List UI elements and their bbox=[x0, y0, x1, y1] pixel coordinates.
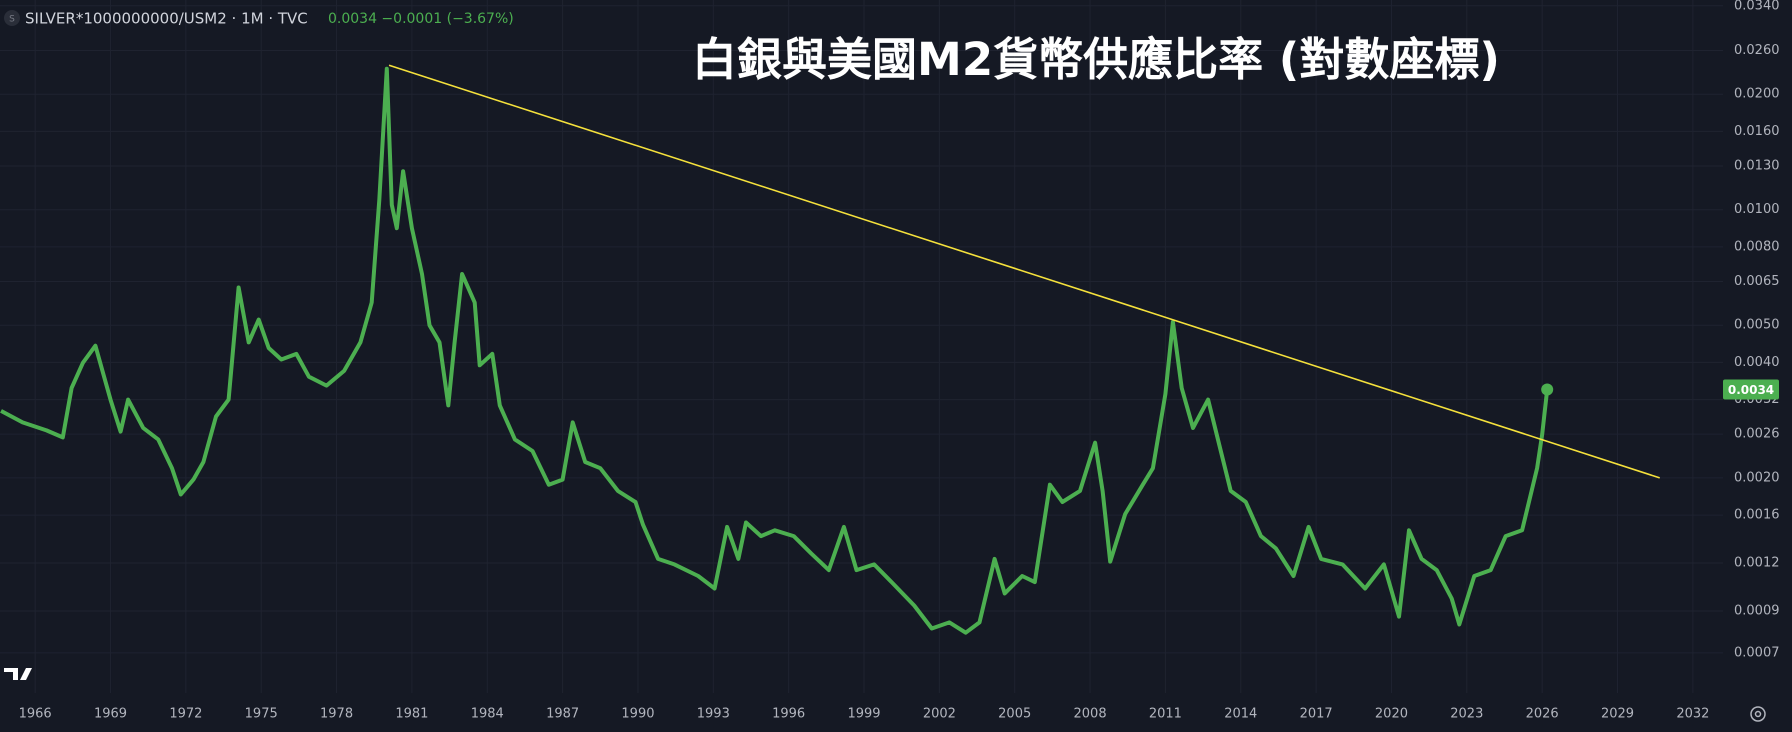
x-tick-label: 1975 bbox=[245, 707, 278, 722]
y-tick-label: 0.0040 bbox=[1734, 355, 1780, 370]
plot bbox=[0, 64, 1660, 635]
y-tick-label: 0.0020 bbox=[1734, 470, 1780, 485]
x-tick-label: 2017 bbox=[1300, 707, 1333, 722]
x-tick-label: 1993 bbox=[697, 707, 730, 722]
y-tick-label: 0.0200 bbox=[1734, 87, 1780, 102]
x-tick-label: 2029 bbox=[1601, 707, 1634, 722]
series-line bbox=[0, 66, 1550, 635]
grid bbox=[0, 0, 1723, 693]
chart-title: 白銀與美國M2貨幣供應比率 (對數座標) bbox=[692, 33, 1500, 86]
price-label-bg bbox=[1723, 379, 1779, 400]
settings-dot[interactable] bbox=[1754, 710, 1762, 718]
symbol-icon: S bbox=[9, 15, 15, 25]
last-point bbox=[1541, 383, 1554, 396]
price-label: 0.0034 bbox=[1728, 383, 1774, 397]
y-tick-label: 0.0026 bbox=[1734, 427, 1780, 442]
x-tick-label: 2008 bbox=[1074, 707, 1107, 722]
x-tick-label: 1990 bbox=[621, 707, 654, 722]
trendline bbox=[388, 64, 1660, 479]
y-tick-label: 0.0130 bbox=[1734, 158, 1780, 173]
x-tick-label: 2005 bbox=[998, 707, 1031, 722]
y-tick-label: 0.0260 bbox=[1734, 43, 1780, 58]
x-tick-label: 2023 bbox=[1450, 707, 1483, 722]
y-tick-label: 0.0012 bbox=[1734, 556, 1780, 571]
x-tick-label: 2002 bbox=[923, 707, 956, 722]
y-tick-label: 0.0009 bbox=[1734, 603, 1780, 618]
logo-shape bbox=[4, 668, 32, 680]
x-tick-label: 2011 bbox=[1149, 707, 1182, 722]
quote: 0.0034 −0.0001 (−3.67%) bbox=[328, 11, 514, 27]
y-tick-label: 0.0016 bbox=[1734, 508, 1780, 523]
settings-ring[interactable] bbox=[1750, 706, 1766, 722]
settings-icon[interactable] bbox=[1750, 706, 1766, 722]
y-tick-label: 0.0007 bbox=[1734, 645, 1780, 660]
tv-logo bbox=[4, 668, 32, 680]
x-tick-label: 2020 bbox=[1375, 707, 1408, 722]
x-tick-label: 1969 bbox=[94, 707, 127, 722]
x-tick-label: 1966 bbox=[19, 707, 52, 722]
y-tick-label: 0.0340 bbox=[1734, 0, 1780, 13]
symbol[interactable]: SILVER*1000000000/USM2 · 1M · TVC bbox=[25, 10, 308, 28]
y-tick-label: 0.0100 bbox=[1734, 202, 1780, 217]
x-tick-label: 1981 bbox=[395, 707, 428, 722]
symbol-icon-bg bbox=[4, 10, 20, 26]
y-tick-label: 0.0050 bbox=[1734, 318, 1780, 333]
x-tick-label: 1999 bbox=[847, 707, 880, 722]
x-tick-label: 1978 bbox=[320, 707, 353, 722]
x-tick-label: 2026 bbox=[1526, 707, 1559, 722]
y-tick-label: 0.0160 bbox=[1734, 124, 1780, 139]
x-tick-label: 1987 bbox=[546, 707, 579, 722]
x-tick-label: 2032 bbox=[1676, 707, 1709, 722]
x-tick-label: 1996 bbox=[772, 707, 805, 722]
x-tick-label: 1984 bbox=[471, 707, 504, 722]
x-tick-label: 1972 bbox=[169, 707, 202, 722]
y-tick-label: 0.0080 bbox=[1734, 239, 1780, 254]
y-tick-label: 0.0065 bbox=[1734, 274, 1780, 289]
x-tick-label: 2014 bbox=[1224, 707, 1257, 722]
